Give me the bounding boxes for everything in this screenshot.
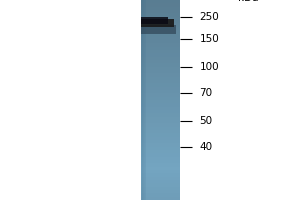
Bar: [141, 130, 180, 133]
Bar: [141, 106, 180, 110]
Bar: [141, 196, 180, 200]
Bar: [141, 93, 180, 97]
Bar: [141, 10, 180, 13]
Text: 50: 50: [200, 116, 213, 126]
Bar: [141, 173, 180, 177]
Bar: [141, 0, 180, 200]
Bar: [141, 153, 180, 157]
Bar: [141, 83, 180, 87]
Bar: [141, 116, 180, 120]
Bar: [141, 17, 168, 24]
Text: kDa: kDa: [238, 0, 259, 3]
Text: 40: 40: [200, 142, 213, 152]
Bar: [141, 186, 180, 190]
Bar: [144, 0, 146, 200]
Bar: [141, 183, 180, 187]
Bar: [141, 176, 180, 180]
Bar: [141, 90, 180, 93]
Bar: [141, 150, 180, 153]
Bar: [141, 19, 174, 27]
Bar: [142, 0, 144, 200]
Bar: [141, 140, 180, 143]
Bar: [141, 146, 180, 150]
Text: 100: 100: [200, 62, 219, 72]
Bar: [143, 0, 145, 200]
Bar: [141, 166, 180, 170]
Bar: [141, 26, 180, 30]
Bar: [141, 25, 176, 34]
Bar: [141, 120, 180, 123]
Bar: [141, 6, 180, 10]
Bar: [141, 103, 180, 107]
Bar: [141, 73, 180, 77]
Bar: [141, 60, 180, 63]
Bar: [141, 0, 143, 200]
Bar: [141, 160, 180, 163]
Text: 70: 70: [200, 88, 213, 98]
Bar: [141, 16, 180, 20]
Bar: [141, 133, 180, 137]
Bar: [141, 13, 180, 17]
Bar: [141, 50, 180, 53]
Bar: [141, 113, 180, 117]
Bar: [141, 110, 180, 113]
Bar: [141, 33, 180, 37]
Bar: [141, 46, 180, 50]
Bar: [141, 180, 180, 183]
Text: 150: 150: [200, 34, 219, 44]
Bar: [141, 36, 180, 40]
Bar: [141, 136, 180, 140]
Bar: [141, 190, 180, 193]
Bar: [141, 86, 180, 90]
Text: 250: 250: [200, 12, 219, 22]
Bar: [141, 66, 180, 70]
Bar: [141, 3, 180, 7]
Bar: [141, 23, 180, 27]
Bar: [141, 20, 180, 23]
Bar: [141, 0, 180, 3]
Bar: [145, 0, 146, 200]
Bar: [141, 56, 180, 60]
Bar: [141, 40, 180, 43]
Bar: [141, 100, 180, 103]
Bar: [141, 76, 180, 80]
Bar: [141, 80, 180, 83]
Bar: [141, 53, 180, 57]
Bar: [141, 143, 180, 147]
Bar: [141, 170, 180, 173]
Bar: [141, 156, 180, 160]
Bar: [141, 63, 180, 67]
Bar: [141, 163, 180, 167]
Bar: [141, 70, 180, 73]
Bar: [141, 126, 180, 130]
Bar: [141, 96, 180, 100]
Bar: [141, 30, 180, 33]
Bar: [141, 123, 180, 127]
Bar: [141, 43, 180, 47]
Bar: [141, 193, 180, 197]
